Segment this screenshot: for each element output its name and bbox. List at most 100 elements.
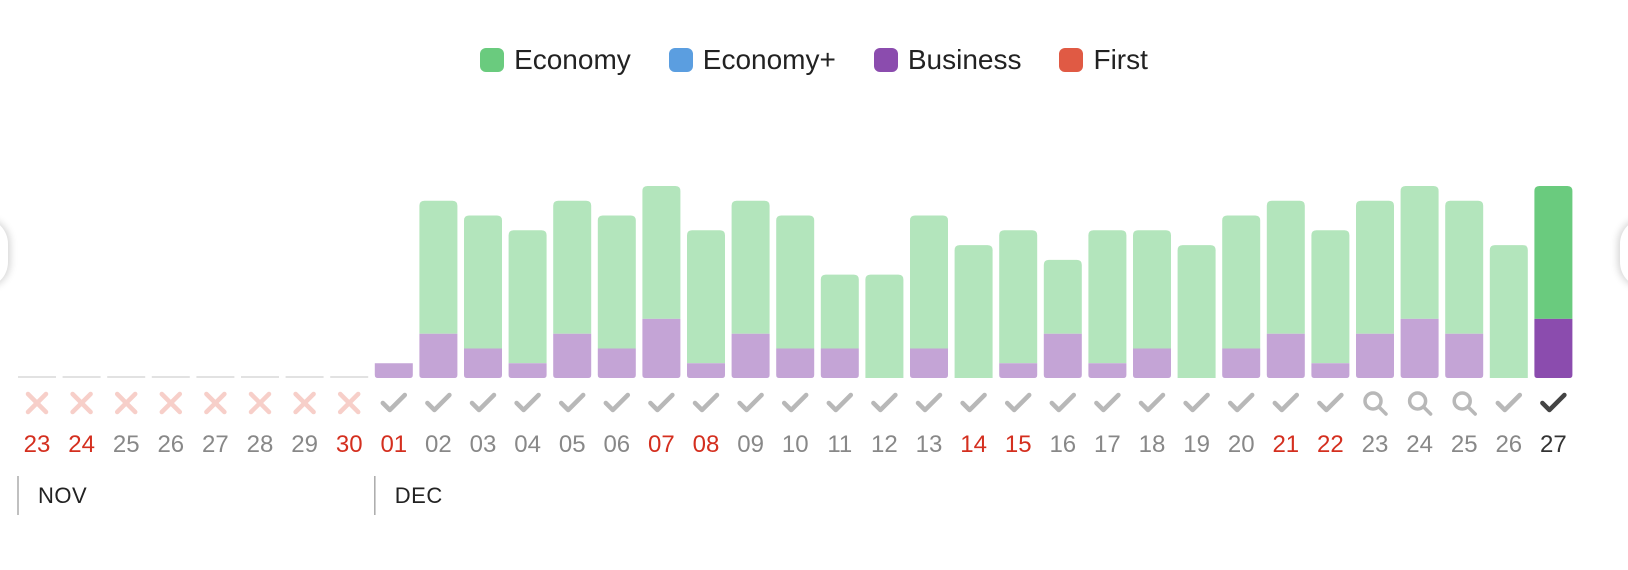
day-column-33[interactable]: 26 [1489,245,1528,458]
economy-bar [1534,186,1573,319]
day-column-2[interactable]: 25 [107,376,146,458]
day-column-20[interactable]: 13 [910,215,948,458]
business-bar [597,348,636,378]
unavailable-x-icon [337,391,361,415]
day-label: 24 [68,431,95,458]
economy-bar [999,230,1038,364]
legend-swatch-economy [480,48,505,72]
check-icon [514,392,541,413]
day-column-1[interactable]: 24 [62,376,101,458]
day-column-32[interactable]: 25 [1445,200,1484,458]
day-column-3[interactable]: 26 [151,376,190,458]
check-icon [425,392,452,413]
legend-item-economy-plus[interactable]: Economy+ [668,44,836,76]
day-label: 29 [291,431,318,458]
day-label: 24 [1406,431,1433,458]
legend-item-first[interactable]: First [1059,44,1148,76]
day-label: 11 [827,431,852,458]
check-icon [1094,392,1121,413]
month-label-nov: NOV [38,483,87,508]
day-column-6[interactable]: 29 [285,376,324,458]
unavailable-x-icon [159,391,183,415]
day-column-13[interactable]: 06 [597,215,636,458]
business-bar [910,348,948,378]
day-column-30[interactable]: 23 [1356,200,1394,458]
day-label: 07 [648,431,675,458]
day-column-34[interactable]: 27 [1534,186,1573,458]
day-column-18[interactable]: 11 [820,274,859,458]
x-stroke [25,391,49,415]
day-column-8[interactable]: 01 [374,363,413,458]
day-column-9[interactable]: 02 [419,200,458,458]
check-icon [960,392,987,413]
check-icon [1540,392,1567,413]
day-column-22[interactable]: 15 [999,230,1038,458]
scroll-right-handle[interactable] [1620,218,1628,288]
day-column-16[interactable]: 09 [731,200,770,458]
day-column-23[interactable]: 16 [1043,259,1082,458]
legend-swatch-first [1059,48,1084,72]
unavailable-x-icon [25,391,49,415]
day-column-5[interactable]: 28 [241,376,279,458]
day-label: 15 [1005,431,1032,458]
day-column-25[interactable]: 18 [1133,230,1171,458]
day-column-17[interactable]: 10 [776,215,815,458]
legend-label-first: First [1093,44,1148,75]
day-column-12[interactable]: 05 [553,200,592,458]
economy-bar [1266,200,1305,334]
day-column-19[interactable]: 12 [865,274,904,458]
day-column-11[interactable]: 04 [508,230,547,458]
scroll-left-handle[interactable] [0,218,8,288]
day-label: 25 [1451,431,1478,458]
day-column-7[interactable]: 30 [330,376,369,458]
economy-bar [1043,259,1082,334]
economy-bar [731,200,770,334]
check-icon [737,392,764,413]
day-column-0[interactable]: 23 [18,376,56,458]
day-column-27[interactable]: 20 [1222,215,1261,458]
day-column-24[interactable]: 17 [1088,230,1127,458]
economy-bar [954,245,993,378]
day-column-29[interactable]: 22 [1311,230,1350,458]
x-stroke [248,391,272,415]
day-column-21[interactable]: 14 [954,245,993,458]
business-bar [687,363,725,378]
day-column-15[interactable]: 08 [687,230,725,458]
day-column-14[interactable]: 07 [642,186,681,458]
check-icon [915,392,943,413]
day-label: 30 [336,431,363,458]
economy-bar [597,215,636,349]
legend-item-business[interactable]: Business [873,44,1021,76]
day-column-26[interactable]: 19 [1177,245,1216,458]
check-icon [469,392,497,413]
business-bar [731,333,770,378]
day-label: 18 [1139,431,1166,458]
day-column-28[interactable]: 21 [1266,200,1305,458]
legend-item-economy[interactable]: Economy [480,44,631,76]
day-label: 26 [157,431,184,458]
economy-bar [1311,230,1350,364]
day-label: 19 [1183,431,1210,458]
check-icon [648,392,675,413]
day-column-31[interactable]: 24 [1400,186,1439,458]
x-stroke [70,391,93,415]
business-bar [1311,363,1350,378]
day-label: 09 [737,431,764,458]
day-column-10[interactable]: 03 [464,215,502,458]
business-bar [553,333,592,378]
day-label: 14 [960,431,987,458]
business-bar [464,348,502,378]
check-icon [558,392,586,413]
business-bar [1222,348,1261,378]
business-bar [776,348,815,378]
x-stroke [159,391,183,415]
economy-bar [776,215,815,349]
day-label: 03 [470,431,497,458]
day-column-4[interactable]: 27 [196,376,235,458]
day-label: 17 [1094,431,1121,458]
day-label: 22 [1317,431,1344,458]
day-label: 06 [603,431,630,458]
legend-label-economy: Economy [514,44,631,75]
economy-bar [910,215,948,349]
business-bar [1445,333,1484,378]
